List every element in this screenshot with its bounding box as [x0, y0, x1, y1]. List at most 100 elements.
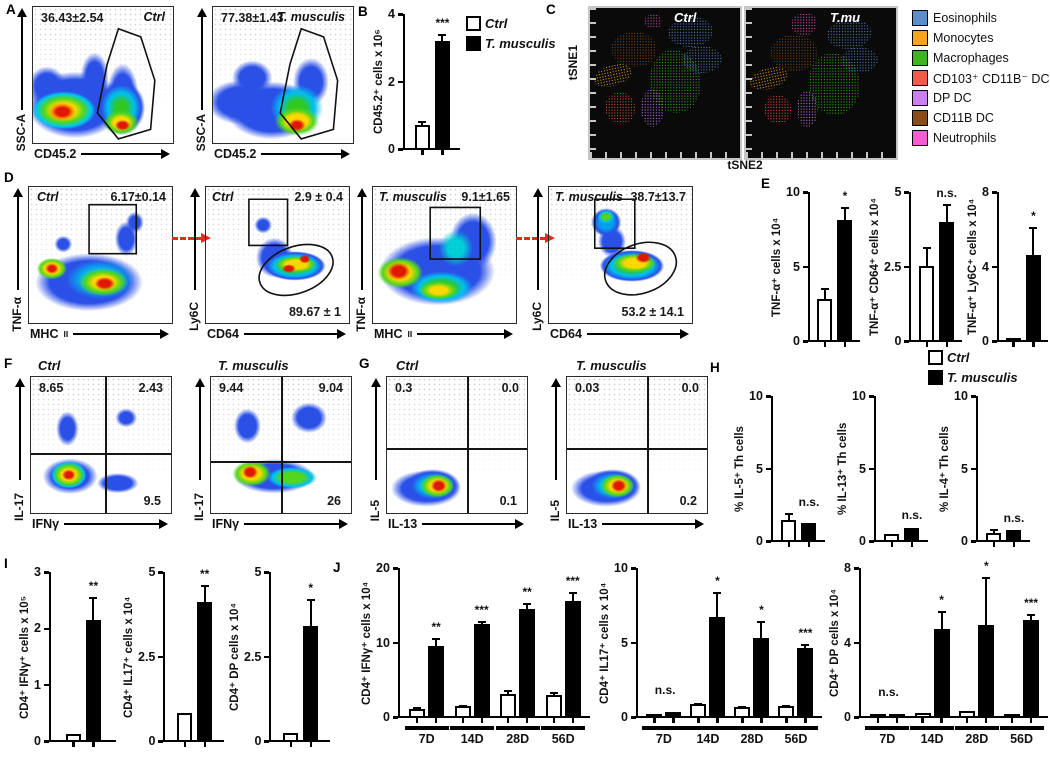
y-tick: 4 [844, 636, 859, 649]
bar-slot-tmu: * [303, 572, 319, 747]
y-ticks: 8 4 0 [844, 562, 859, 724]
y-tick: 0 [148, 735, 163, 748]
cluster-cd11b-dc [770, 35, 817, 71]
flow-plot-a-ctrl: SSC-A 36.43±2.54 Ctrl CD45.2 [12, 6, 174, 164]
legend-label: Monocytes [933, 31, 994, 45]
y-axis-title: TNF-α⁺ Ly6C⁺ cells x 10⁴ [967, 198, 979, 336]
group-underline [954, 726, 999, 730]
legend-label: T. musculis [947, 370, 1018, 385]
error-bar [840, 206, 849, 221]
bar-slot-ctrl [690, 568, 707, 723]
bar-chart-tnfa-ly6c: TNF-α⁺ Ly6C⁺ cells x 10⁴ 8 4 0 * [966, 186, 1048, 347]
ctrl-swatch-icon [466, 16, 481, 31]
density-plot: Ctrl 2.9 ± 0.4 89.67 ± 1 [205, 186, 350, 324]
bar-slot-tmu: * [837, 189, 853, 347]
tmu-swatch-icon [466, 36, 481, 51]
plot-column: 8.65 2.43 9.5 IFNγ [30, 376, 172, 534]
cd11b-dc-swatch-icon [912, 110, 928, 126]
x-axis: CD64 [548, 324, 693, 344]
group-underline [910, 726, 955, 730]
y-tick: 5 [756, 462, 771, 475]
legend-label: DP DC [933, 91, 972, 105]
bar-ctrl [454, 706, 471, 716]
density-plot: T. musculis 9.1±1.65 [372, 186, 517, 324]
bar-chart-il13: % IL-13⁺ Th cells 10 5 0 n.s. [836, 390, 928, 547]
x-axis-label: IFNγ [212, 517, 240, 531]
bar-ctrl [414, 124, 430, 148]
error-bar [523, 602, 532, 609]
cluster-macrophages [809, 53, 860, 115]
x-group-label: 7D [641, 726, 686, 746]
bar-ctrl [959, 711, 976, 716]
x-axis-label: MHC [30, 327, 59, 341]
error-bar [200, 585, 209, 603]
legend-item: Neutrophils [912, 130, 1049, 146]
gate-polygon [213, 7, 353, 143]
bar-slot-ctrl [454, 568, 471, 723]
plot-column: T. musculis 38.7±13.7 53.2 ± 14.1 CD64 [548, 186, 693, 344]
y-tick: 10 [954, 390, 976, 403]
y-tick: 2.5 [884, 260, 909, 273]
x-axis-groups: 7D 14D 28D 56D [638, 726, 822, 746]
y-axis-label: Ly6C [187, 302, 201, 332]
y-ticks: 5 2.5 0 [244, 566, 269, 748]
legend-label: Ctrl [485, 16, 508, 31]
bar-ctrl [919, 266, 935, 340]
bar-ctrl [1005, 337, 1021, 340]
bar-ctrl [1004, 713, 1021, 716]
y-tick: 0 [793, 335, 808, 348]
gate-frequency: 38.7±13.7 [630, 190, 686, 204]
gate-rect [373, 187, 516, 323]
bar-slot-ctrl [409, 568, 426, 723]
timepoint-label: 7D [655, 732, 672, 746]
bar-slot-tmu: n.s. [799, 396, 819, 547]
y-axis: SSC-A [12, 6, 32, 164]
x-axis: CD45.2 [32, 144, 174, 164]
y-axis-arrow-icon [201, 16, 204, 111]
bar-slot-ctrl [414, 14, 430, 155]
legend-label: Ctrl [947, 350, 970, 365]
monocytes-swatch-icon [912, 30, 928, 46]
quadrant-plot: 9.44 9.04 26 [210, 376, 352, 514]
bar-slot-tmu: *** [564, 568, 581, 723]
bar-tmu [1023, 619, 1040, 716]
bar-chart-il4: % IL-4⁺ Th cells 10 5 0 n.s. [938, 390, 1030, 547]
panel-label-g: G [359, 356, 370, 371]
x-axis-label: CD64 [207, 327, 239, 341]
y-axis-label: IL-5 [368, 500, 382, 522]
bar-ctrl [781, 519, 797, 540]
bar-slot-ctrl [914, 568, 931, 723]
bar-slot-ctrl [734, 568, 751, 723]
quadrant-plot: 0.3 0.0 0.1 [386, 376, 528, 514]
x-axis: MHC II [372, 324, 517, 344]
bar-slot-ctrl [986, 396, 1002, 547]
significance-label: n.s. [654, 682, 676, 697]
error-bar [306, 598, 315, 626]
error-bar [1029, 227, 1038, 255]
cluster-cd103-dc [605, 92, 635, 124]
group-56d: *** [778, 568, 814, 723]
y-ticks: 5 2.5 0 [138, 566, 163, 748]
y-axis-title: % IL-4⁺ Th cells [939, 426, 951, 512]
y-axis-label: IL-5 [548, 500, 562, 522]
timepoint-label: 7D [418, 732, 435, 746]
quadrant-ul: 0.03 [575, 381, 600, 395]
significance-label: * [1031, 209, 1036, 224]
plot-title: Ctrl [38, 358, 61, 373]
x-axis: MHC II [28, 324, 173, 344]
y-ticks: 3 2 1 0 [34, 566, 49, 747]
group-28d: ** [500, 568, 536, 723]
y-axis-arrow-icon [19, 386, 22, 481]
legend-item-ctrl: Ctrl [466, 16, 556, 31]
bar-slot-tmu: *** [434, 14, 450, 155]
timepoint-label: 14D [696, 732, 720, 746]
bar-slot-ctrl [778, 568, 795, 723]
y-ticks: 10 5 0 [749, 390, 771, 548]
bar-ctrl [545, 695, 562, 716]
y-axis-arrow-icon [21, 16, 24, 111]
x-axis-label: CD45.2 [34, 147, 77, 161]
error-bar [504, 690, 513, 694]
density-plot: Ctrl 6.17±0.14 [28, 186, 173, 324]
y-axis-arrow-icon [555, 386, 558, 481]
significance-label: ** [88, 579, 99, 594]
